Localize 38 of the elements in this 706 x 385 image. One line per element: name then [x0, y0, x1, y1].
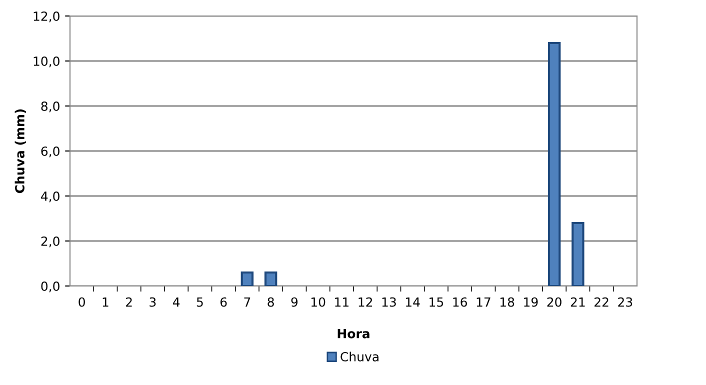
x-tick-label: 11: [335, 297, 348, 307]
y-tick-label: 10,0: [34, 56, 60, 68]
x-tick-label: 15: [430, 297, 444, 307]
x-tick-label: 7: [244, 297, 250, 307]
x-tick-label: 19: [524, 297, 538, 307]
bar: [264, 271, 278, 286]
bar: [572, 222, 584, 286]
x-tick-label: 22: [594, 297, 608, 307]
x-axis-title: Hora: [338, 329, 370, 338]
x-tick-label: 10: [311, 297, 326, 307]
y-tick-label: 12,0: [34, 11, 60, 22]
x-tick-label: 14: [406, 297, 420, 307]
x-tick-label: 23: [618, 297, 632, 307]
x-tick-label: 21: [570, 297, 585, 307]
y-tick-label: 4,0: [41, 191, 60, 202]
x-tick-label: 0: [78, 297, 85, 307]
y-axis-title: Chuva (mm): [14, 109, 26, 194]
bar: [548, 42, 561, 286]
x-tick-label: 18: [500, 297, 514, 307]
x-tick-label: 13: [382, 297, 396, 307]
x-tick-label: 16: [453, 297, 467, 307]
x-tick-label: 8: [268, 297, 274, 307]
x-tick-label: 2: [126, 297, 132, 307]
y-tick-label: 2,0: [41, 236, 60, 248]
x-tick-label: 20: [547, 297, 562, 307]
x-tick-label: 3: [150, 297, 156, 307]
x-tick-label: 9: [291, 297, 298, 307]
y-tick-label: 6,0: [41, 146, 60, 158]
legend-label: Chuva: [340, 352, 378, 362]
x-tick-label: 1: [102, 297, 108, 307]
x-tick-label: 6: [220, 297, 227, 307]
x-tick-label: 17: [476, 297, 490, 307]
x-tick-label: 5: [196, 297, 203, 307]
y-tick-label: 0,0: [41, 281, 60, 292]
y-tick-label: 8,0: [41, 101, 60, 112]
bar: [240, 271, 254, 286]
x-tick-label: 12: [358, 297, 372, 307]
x-tick-label: 4: [172, 297, 180, 307]
